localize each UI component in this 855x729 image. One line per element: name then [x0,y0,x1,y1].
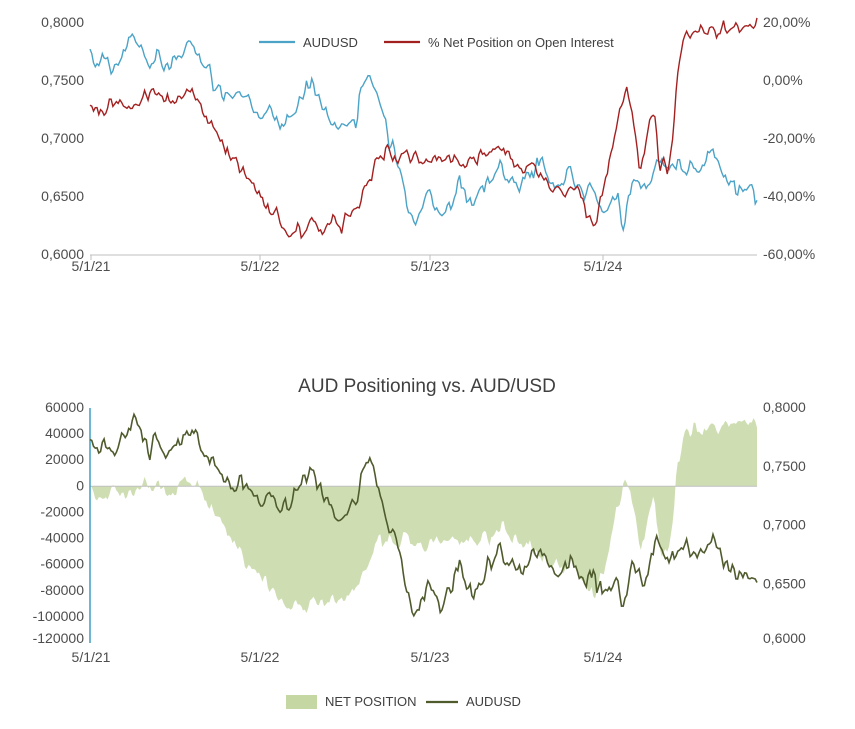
svg-text:0: 0 [76,477,84,493]
svg-text:0,8000: 0,8000 [41,14,84,30]
svg-text:-40000: -40000 [40,530,84,546]
svg-text:-60000: -60000 [40,556,84,572]
svg-text:AUD Positioning vs. AUD/USD: AUD Positioning vs. AUD/USD [298,376,556,397]
svg-text:-40,00%: -40,00% [763,188,815,204]
svg-text:5/1/23: 5/1/23 [411,649,450,665]
svg-text:5/1/22: 5/1/22 [241,258,280,274]
svg-text:40000: 40000 [45,425,84,441]
svg-text:20000: 20000 [45,451,84,467]
svg-text:5/1/22: 5/1/22 [241,649,280,665]
svg-text:-80000: -80000 [40,582,84,598]
svg-text:5/1/21: 5/1/21 [72,258,111,274]
svg-text:5/1/23: 5/1/23 [411,258,450,274]
svg-text:5/1/24: 5/1/24 [584,649,623,665]
svg-text:0,7000: 0,7000 [41,130,84,146]
svg-text:-120000: -120000 [33,630,85,646]
svg-text:0,6500: 0,6500 [41,188,84,204]
svg-text:AUDUSD: AUDUSD [466,694,521,709]
svg-text:-60,00%: -60,00% [763,246,815,262]
svg-text:5/1/24: 5/1/24 [584,258,623,274]
svg-text:-20,00%: -20,00% [763,130,815,146]
svg-text:60000: 60000 [45,399,84,415]
svg-text:0,00%: 0,00% [763,72,803,88]
svg-text:0,7500: 0,7500 [763,458,806,474]
svg-text:AUDUSD: AUDUSD [303,35,358,50]
svg-text:20,00%: 20,00% [763,14,810,30]
svg-text:0,7500: 0,7500 [41,72,84,88]
svg-text:0,6500: 0,6500 [763,575,806,591]
svg-text:0,8000: 0,8000 [763,399,806,415]
svg-text:% Net Position on Open Interes: % Net Position on Open Interest [428,35,614,50]
svg-text:-100000: -100000 [33,608,85,624]
svg-text:NET POSITION: NET POSITION [325,694,417,709]
svg-text:-20000: -20000 [40,503,84,519]
svg-text:5/1/21: 5/1/21 [72,649,111,665]
svg-text:0,6000: 0,6000 [763,630,806,646]
svg-text:0,7000: 0,7000 [763,517,806,533]
